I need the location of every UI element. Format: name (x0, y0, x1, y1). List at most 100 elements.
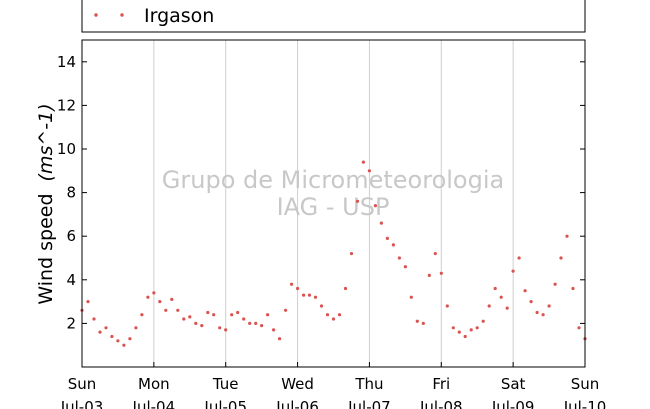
data-point (571, 286, 575, 291)
data-point (86, 300, 90, 304)
x-tick-label: Sun Jul-03 (60, 375, 104, 409)
y-tick-label: 2 (66, 314, 76, 332)
data-point (319, 304, 324, 308)
data-point (577, 326, 581, 330)
y-tick-label: 4 (66, 271, 76, 289)
data-point (134, 326, 138, 330)
data-point (188, 315, 192, 319)
data-point (278, 337, 282, 341)
data-point (355, 199, 360, 203)
data-point (212, 313, 216, 317)
data-point (421, 321, 425, 325)
plot-frame (81, 39, 586, 368)
data-point (122, 343, 126, 347)
data-point (325, 313, 330, 317)
data-point (176, 308, 180, 312)
data-point (254, 321, 258, 325)
data-point (164, 308, 168, 312)
y-axis: 2 4 6 8 10 12 14 (57, 53, 585, 332)
x-tick-label: Thu Jul-07 (347, 375, 391, 409)
y-tick-label: 10 (57, 140, 76, 158)
data-point (343, 286, 348, 291)
data-point (487, 304, 491, 308)
x-tick-day: Fri (432, 375, 450, 393)
data-point (541, 313, 545, 317)
x-tick-label: Sun Jul-10 (563, 375, 607, 409)
watermark: Grupo de Micrometeorologia IAG - USP (162, 166, 504, 221)
x-tick-day: Tue (212, 375, 239, 393)
y-tick-label: 8 (66, 184, 76, 202)
data-point (170, 297, 174, 301)
data-point (409, 295, 413, 299)
data-point (337, 313, 342, 317)
data-point (284, 308, 288, 312)
data-point (529, 300, 533, 304)
data-point (415, 319, 419, 323)
data-point (385, 236, 389, 240)
data-point (158, 300, 162, 304)
data-point (439, 271, 443, 275)
data-point (146, 295, 150, 299)
data-point (367, 169, 371, 173)
data-point (433, 252, 437, 256)
x-tick-date: Jul-08 (419, 398, 463, 409)
x-tick-date: Jul-05 (203, 398, 247, 409)
y-tick-label: 14 (57, 53, 76, 71)
data-point (218, 326, 222, 330)
data-point (379, 221, 383, 225)
data-point (391, 243, 395, 247)
data-point (104, 326, 108, 330)
x-tick-label: Tue Jul-05 (203, 375, 247, 409)
data-point (206, 310, 210, 315)
y-tick-label: 6 (66, 227, 76, 245)
data-point (200, 324, 204, 328)
data-point (296, 286, 300, 291)
data-point (224, 328, 228, 332)
data-point (98, 330, 102, 334)
x-tick-label: Wed Jul-06 (275, 375, 319, 409)
data-point (290, 282, 294, 286)
data-point (236, 310, 240, 315)
data-point (313, 295, 318, 299)
data-point (427, 273, 431, 277)
data-point (230, 313, 234, 317)
y-axis-label-units: (ms^-1) (35, 103, 57, 181)
data-point (182, 317, 186, 321)
data-point (451, 326, 455, 330)
data-point (505, 306, 509, 310)
x-tick-label: Fri Jul-08 (419, 375, 463, 409)
x-tick-date: Jul-06 (275, 398, 319, 409)
y-axis-label: Wind speed (ms^-1) (35, 103, 57, 304)
data-point (128, 337, 132, 341)
data-point (373, 204, 377, 208)
data-point (302, 293, 306, 297)
data-point (331, 317, 336, 321)
legend-label-irgason: Irgason (144, 5, 214, 27)
data-point (92, 317, 96, 321)
grid (153, 40, 514, 367)
data-point (559, 256, 563, 260)
data-point (535, 310, 539, 315)
data-point (499, 295, 503, 299)
x-tick-day: Sat (501, 375, 526, 393)
x-tick-date: Jul-10 (563, 398, 607, 409)
legend-marker-dot (94, 13, 98, 17)
data-point (349, 252, 354, 256)
data-point (547, 304, 551, 308)
x-tick-day: Mon (138, 375, 170, 393)
data-point (511, 269, 515, 273)
data-point (194, 321, 198, 325)
x-tick-day: Sun (68, 375, 97, 393)
legend-box (81, 0, 586, 33)
legend-marker-irgason (94, 13, 124, 17)
x-tick-label: Sat Jul-09 (491, 375, 535, 409)
data-point (457, 330, 461, 334)
watermark-line-1: Grupo de Micrometeorologia (162, 166, 504, 194)
data-point (152, 291, 156, 295)
data-point (445, 304, 449, 308)
data-point (397, 256, 401, 260)
x-tick-date: Jul-03 (60, 398, 104, 409)
data-point (463, 334, 467, 339)
data-point (517, 256, 521, 260)
